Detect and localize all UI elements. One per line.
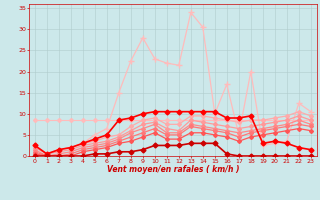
X-axis label: Vent moyen/en rafales ( km/h ): Vent moyen/en rafales ( km/h ) [107,165,239,174]
